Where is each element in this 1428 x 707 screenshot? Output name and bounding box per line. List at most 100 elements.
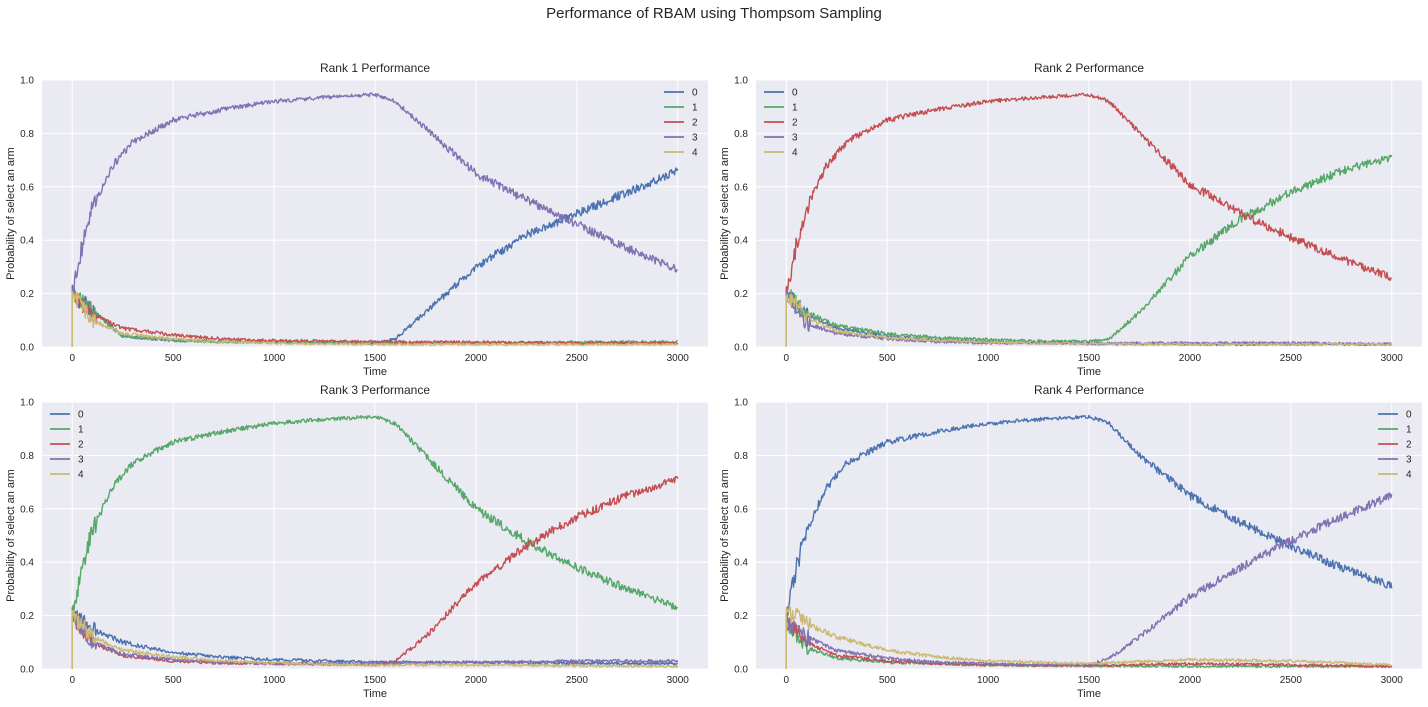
series-line-4	[785, 605, 1393, 669]
x-tick-label: 1000	[977, 675, 1000, 686]
x-tick-label: 2500	[1280, 353, 1303, 364]
x-tick-label: 2000	[1179, 353, 1202, 364]
x-tick-label: 0	[783, 353, 789, 364]
y-tick-label: 0.6	[20, 504, 34, 515]
figure-title: Performance of RBAM using Thompsom Sampl…	[546, 5, 882, 22]
y-tick-label: 1.0	[20, 76, 34, 87]
y-tick-label: 0.4	[734, 558, 748, 569]
x-tick-label: 0	[69, 353, 75, 364]
y-axis-label: Probability of select an arm	[719, 469, 731, 602]
x-tick-label: 500	[165, 675, 182, 686]
chart-panel-2: 0 500 1000 1500 2000 2500 3000 0.0 0.2 0.4 0.6 0.8 1…	[719, 61, 1422, 378]
series-line-4	[785, 293, 1393, 347]
y-tick-label: 0.4	[20, 558, 34, 569]
legend: 0 1 2 3 4	[764, 88, 798, 159]
x-tick-label: 2500	[566, 353, 589, 364]
legend-label: 2	[1406, 440, 1412, 451]
series-line-3	[71, 92, 679, 347]
y-tick-label: 0.2	[734, 611, 748, 622]
x-axis-label: Time	[1077, 366, 1101, 378]
x-tick-label: 2500	[566, 675, 589, 686]
y-tick-label: 0.0	[20, 343, 34, 354]
legend-label: 2	[692, 118, 698, 129]
y-tick-label: 0.0	[20, 665, 34, 676]
series-line-2	[785, 92, 1393, 347]
y-axis-label: Probability of select an arm	[719, 147, 731, 280]
series-group	[71, 415, 679, 669]
legend-label: 4	[692, 148, 698, 159]
legend-label: 4	[1406, 470, 1412, 481]
x-tick-label: 500	[879, 353, 896, 364]
y-tick-label: 0.4	[20, 236, 34, 247]
y-axis-label: Probability of select an arm	[5, 469, 17, 602]
legend-label: 4	[792, 148, 798, 159]
x-tick-label: 1500	[364, 675, 387, 686]
x-tick-label: 1500	[1078, 675, 1101, 686]
legend-label: 0	[1406, 410, 1412, 421]
legend: 0 1 2 3 4	[50, 410, 84, 481]
legend-label: 0	[792, 88, 798, 99]
legend-label: 1	[692, 103, 698, 114]
legend-label: 0	[692, 88, 698, 99]
x-tick-label: 1000	[263, 675, 286, 686]
y-tick-label: 0.6	[20, 182, 34, 193]
legend-label: 3	[1406, 455, 1412, 466]
x-tick-label: 2500	[1280, 675, 1303, 686]
y-tick-label: 0.2	[20, 611, 34, 622]
series-line-1	[71, 415, 679, 669]
panel-title: Rank 3 Performance	[320, 383, 430, 397]
legend-label: 2	[78, 440, 84, 451]
x-tick-label: 1000	[977, 353, 1000, 364]
y-tick-label: 0.6	[734, 182, 748, 193]
x-tick-label: 1500	[1078, 353, 1101, 364]
series-line-2	[71, 292, 679, 347]
x-axis-label: Time	[363, 688, 387, 700]
x-tick-label: 3000	[667, 675, 690, 686]
chart-panel-3: 0 500 1000 1500 2000 2500 3000 0.0 0.2 0.4 0.6 0.8 1…	[5, 383, 708, 700]
series-group	[71, 92, 679, 347]
x-axis-label: Time	[363, 366, 387, 378]
legend-label: 3	[78, 455, 84, 466]
y-tick-label: 0.0	[734, 343, 748, 354]
x-tick-label: 3000	[1381, 353, 1404, 364]
x-axis-label: Time	[1077, 688, 1101, 700]
y-tick-label: 1.0	[734, 398, 748, 409]
series-group	[785, 92, 1393, 347]
x-tick-label: 1500	[364, 353, 387, 364]
legend-label: 1	[792, 103, 798, 114]
y-tick-label: 0.8	[20, 129, 34, 140]
x-tick-label: 2000	[465, 353, 488, 364]
series-group	[785, 414, 1393, 669]
panel-title: Rank 2 Performance	[1034, 61, 1144, 75]
y-tick-label: 0.8	[734, 129, 748, 140]
chart-panel-4: 0 500 1000 1500 2000 2500 3000 0.0 0.2 0.4 0.6 0.8 1…	[719, 383, 1422, 700]
y-tick-label: 0.6	[734, 504, 748, 515]
legend-label: 2	[792, 118, 798, 129]
y-tick-label: 0.4	[734, 236, 748, 247]
y-tick-label: 0.2	[20, 289, 34, 300]
legend: 0 1 2 3 4	[664, 88, 698, 159]
y-tick-label: 0.8	[734, 451, 748, 462]
y-tick-label: 0.2	[734, 289, 748, 300]
y-tick-label: 0.8	[20, 451, 34, 462]
y-tick-label: 1.0	[20, 398, 34, 409]
x-tick-label: 3000	[1381, 675, 1404, 686]
legend-label: 4	[78, 470, 84, 481]
legend-label: 1	[1406, 425, 1412, 436]
y-tick-label: 1.0	[734, 76, 748, 87]
series-line-4	[71, 609, 679, 669]
series-line-0	[785, 414, 1393, 669]
x-tick-label: 2000	[465, 675, 488, 686]
x-tick-label: 0	[69, 675, 75, 686]
legend: 0 1 2 3 4	[1378, 410, 1412, 481]
series-line-3	[785, 492, 1393, 669]
chart-panel-1: 0 500 1000 1500 2000 2500 3000 0.0 0.2 0.4 0.6 0.8 1…	[5, 61, 708, 378]
y-tick-label: 0.0	[734, 665, 748, 676]
x-tick-label: 2000	[1179, 675, 1202, 686]
x-tick-label: 500	[879, 675, 896, 686]
legend-label: 1	[78, 425, 84, 436]
x-tick-label: 1000	[263, 353, 286, 364]
panel-title: Rank 4 Performance	[1034, 383, 1144, 397]
legend-label: 3	[792, 133, 798, 144]
